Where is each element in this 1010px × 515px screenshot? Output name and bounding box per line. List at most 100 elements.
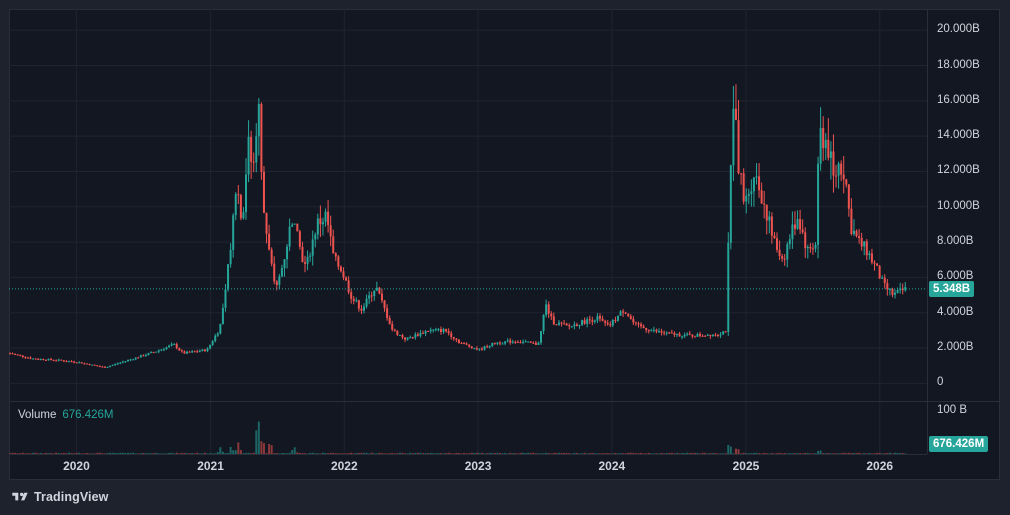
candle-body bbox=[791, 224, 794, 240]
candle-body bbox=[401, 334, 404, 338]
candle-body bbox=[247, 136, 250, 175]
time-tick-label: 2021 bbox=[197, 459, 224, 473]
candle-body bbox=[268, 233, 271, 250]
volume-bar bbox=[327, 453, 330, 454]
volume-bar bbox=[788, 453, 791, 454]
candle-body bbox=[103, 366, 106, 368]
candle-body bbox=[742, 173, 745, 202]
candle-body bbox=[678, 333, 681, 337]
volume-bar bbox=[727, 444, 730, 454]
candle-body bbox=[796, 218, 799, 229]
candle-body bbox=[560, 322, 563, 324]
volume-bar bbox=[647, 452, 650, 454]
volume-bar bbox=[765, 453, 768, 454]
candle-body bbox=[321, 221, 324, 225]
volume-bar bbox=[863, 453, 866, 454]
candle-body bbox=[763, 203, 766, 205]
candle-body bbox=[365, 298, 368, 307]
candle-body bbox=[393, 329, 396, 331]
candle-body bbox=[563, 323, 566, 325]
volume-bar bbox=[52, 453, 55, 454]
volume-bar bbox=[819, 450, 822, 454]
volume-legend[interactable]: Volume 676.426M bbox=[18, 409, 114, 421]
candle-body bbox=[891, 289, 894, 295]
candle-body bbox=[342, 271, 345, 278]
candle-body bbox=[183, 351, 186, 354]
time-tick-label: 2023 bbox=[464, 459, 492, 473]
price-chart-svg[interactable] bbox=[9, 9, 927, 401]
volume-bar bbox=[783, 453, 786, 454]
candle-body bbox=[411, 337, 414, 339]
volume-bar bbox=[280, 453, 283, 454]
volume-bar bbox=[211, 453, 214, 454]
volume-bar bbox=[832, 453, 835, 454]
volume-bar bbox=[375, 453, 378, 454]
candle-body bbox=[901, 288, 904, 291]
candle-body bbox=[493, 342, 496, 344]
volume-bar bbox=[434, 453, 437, 454]
candle-body bbox=[319, 218, 322, 225]
volume-pane[interactable] bbox=[9, 402, 927, 454]
volume-bar bbox=[842, 452, 845, 454]
candle-body bbox=[840, 163, 843, 175]
candle-body bbox=[858, 235, 861, 239]
candle-body bbox=[355, 300, 358, 302]
candle-body bbox=[596, 316, 599, 321]
volume-bar bbox=[378, 452, 381, 454]
volume-bar bbox=[139, 453, 142, 454]
candle-body bbox=[878, 265, 881, 279]
volume-bar bbox=[427, 453, 430, 454]
price-tick-label: 16.000B bbox=[937, 93, 980, 106]
volume-bar bbox=[601, 453, 604, 454]
candle-body bbox=[837, 163, 840, 176]
volume-bar bbox=[404, 453, 407, 454]
volume-bar bbox=[701, 452, 704, 454]
candle-body bbox=[547, 304, 550, 314]
volume-bar bbox=[876, 452, 879, 454]
volume-bar bbox=[201, 453, 204, 454]
candle-body bbox=[557, 322, 560, 325]
candle-body bbox=[350, 292, 353, 299]
volume-bar bbox=[109, 452, 112, 454]
candle-body bbox=[191, 351, 194, 353]
price-pane[interactable] bbox=[9, 9, 927, 401]
volume-bar bbox=[886, 453, 889, 454]
candle-body bbox=[575, 324, 578, 326]
volume-bar bbox=[319, 453, 322, 454]
candle-body bbox=[835, 175, 838, 177]
candle-body bbox=[719, 334, 722, 336]
volume-bar bbox=[678, 453, 681, 454]
tradingview-logo[interactable]: TradingView bbox=[10, 489, 109, 505]
candle-body bbox=[152, 352, 155, 354]
pane-divider[interactable] bbox=[9, 401, 1000, 402]
candle-body bbox=[432, 329, 435, 331]
volume-bar bbox=[524, 453, 527, 454]
candle-body bbox=[75, 362, 78, 364]
candle-body bbox=[565, 323, 568, 326]
candle-body bbox=[788, 239, 791, 245]
volume-bar bbox=[804, 452, 807, 454]
candle-body bbox=[634, 322, 637, 324]
volume-bar bbox=[650, 453, 653, 454]
candle-body bbox=[457, 339, 460, 344]
candle-body bbox=[498, 342, 501, 344]
candle-body bbox=[888, 289, 891, 291]
volume-bar bbox=[306, 453, 309, 454]
volume-bar bbox=[693, 453, 696, 454]
volume-bar bbox=[506, 453, 509, 454]
volume-bar bbox=[581, 453, 584, 454]
candle-body bbox=[691, 334, 694, 337]
candle-body bbox=[806, 246, 809, 249]
candle-body bbox=[619, 311, 622, 316]
volume-bar bbox=[196, 452, 199, 454]
volume-bar bbox=[858, 452, 861, 454]
volume-bar bbox=[383, 453, 386, 454]
candle-body bbox=[524, 341, 527, 343]
volume-bar bbox=[373, 453, 376, 454]
candle-body bbox=[468, 344, 471, 347]
volume-bar bbox=[642, 453, 645, 454]
candle-body bbox=[534, 342, 537, 345]
volume-bar bbox=[860, 453, 863, 454]
volume-chart-svg[interactable] bbox=[9, 402, 927, 454]
candle-body bbox=[706, 334, 709, 336]
